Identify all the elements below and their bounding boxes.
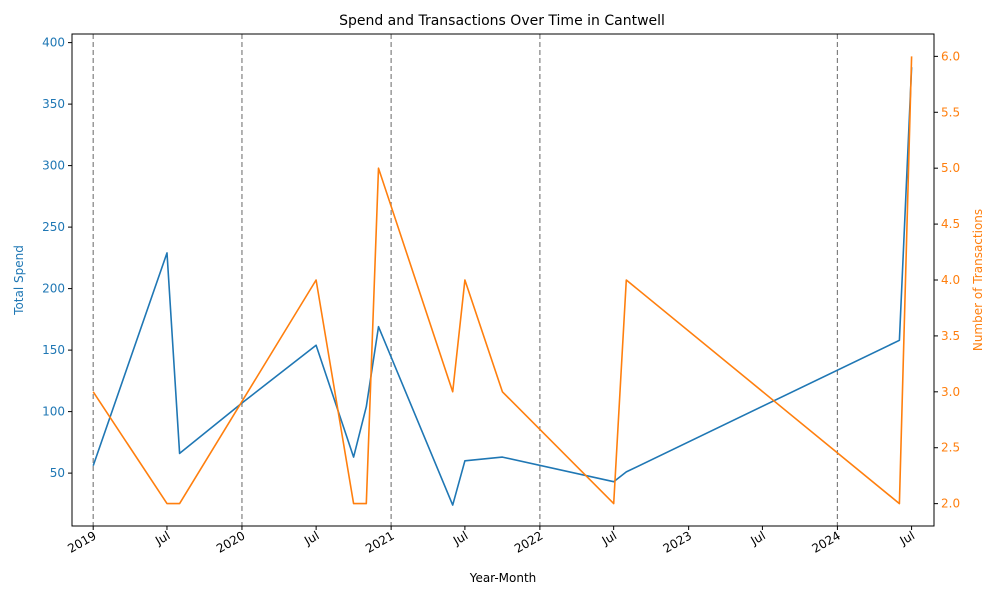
left-tick-label-5: 300 bbox=[42, 159, 65, 173]
left-axis-label: Total Spend bbox=[12, 245, 26, 316]
plot-frame bbox=[71, 33, 935, 527]
x-tick-label-1: Jul bbox=[152, 528, 172, 548]
right-axis-label: Number of Transactions bbox=[971, 209, 985, 351]
x-tick-label-2: 2020 bbox=[214, 528, 247, 555]
left-tick-label-7: 400 bbox=[42, 36, 65, 50]
x-tick-label-8: 2023 bbox=[661, 528, 694, 555]
right-tick-label-6: 5.0 bbox=[941, 161, 960, 175]
left-axis: 50 100 150 200 250 300 350 400 bbox=[42, 36, 72, 480]
series-layer bbox=[92, 56, 913, 506]
right-tick-label-1: 2.5 bbox=[941, 441, 960, 455]
left-tick-label-0: 50 bbox=[50, 466, 65, 480]
right-axis: 2.0 2.5 3.0 3.5 4.0 4.5 5.0 5.5 6.0 bbox=[934, 49, 960, 511]
chart-title: Spend and Transactions Over Time in Cant… bbox=[339, 13, 665, 29]
x-tick-label-6: 2022 bbox=[512, 528, 545, 555]
left-tick-label-2: 150 bbox=[42, 343, 65, 357]
right-tick-label-3: 3.5 bbox=[941, 329, 960, 343]
x-tick-label-5: Jul bbox=[450, 528, 470, 548]
x-tick-label-10: 2024 bbox=[809, 528, 842, 555]
x-tick-label-11: Jul bbox=[897, 528, 917, 548]
x-tick-label-9: Jul bbox=[747, 528, 767, 548]
right-tick-label-0: 2.0 bbox=[941, 497, 960, 511]
x-axis: 2019 Jul 2020 Jul 2021 Jul 2022 Jul 2023 Jul 2024 J… bbox=[65, 526, 917, 556]
x-tick-label-3: Jul bbox=[301, 528, 321, 548]
x-tick-label-0: 2019 bbox=[65, 528, 98, 555]
x-axis-label: Year-Month bbox=[469, 571, 537, 585]
x-tick-label-4: 2021 bbox=[363, 528, 396, 555]
x-tick-label-7: Jul bbox=[599, 528, 619, 548]
series-line-transactions bbox=[92, 56, 913, 505]
left-tick-label-3: 200 bbox=[42, 282, 65, 296]
year-divider-lines bbox=[92, 34, 839, 526]
right-tick-label-4: 4.0 bbox=[941, 273, 960, 287]
right-tick-label-5: 4.5 bbox=[941, 217, 960, 231]
right-tick-label-8: 6.0 bbox=[941, 49, 960, 63]
left-tick-label-4: 250 bbox=[42, 220, 65, 234]
series-line-total-spend bbox=[92, 67, 913, 506]
right-tick-label-2: 3.0 bbox=[941, 385, 960, 399]
right-tick-label-7: 5.5 bbox=[941, 105, 960, 119]
left-tick-label-6: 350 bbox=[42, 97, 65, 111]
left-tick-label-1: 100 bbox=[42, 405, 65, 419]
